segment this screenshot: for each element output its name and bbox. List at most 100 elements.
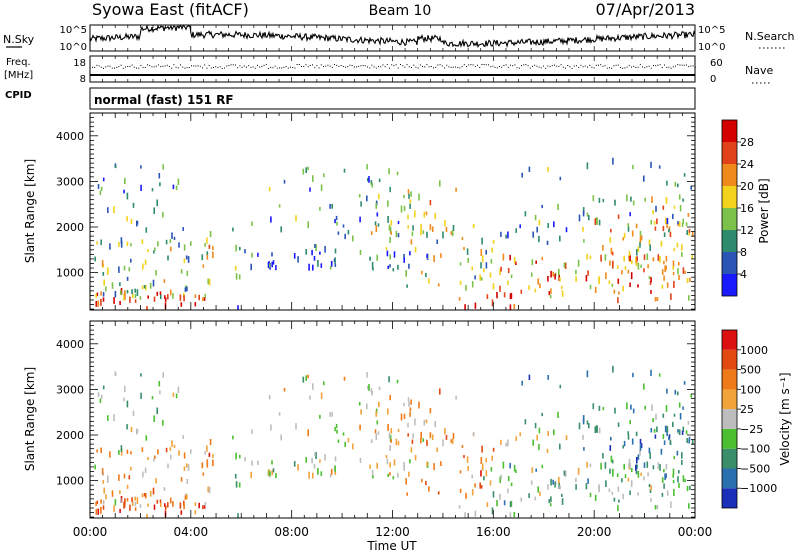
velocity-cell (99, 398, 102, 404)
power-cell (309, 187, 311, 192)
velocity-cell (623, 440, 626, 447)
power-cell (153, 250, 155, 254)
velocity-cell (126, 424, 128, 430)
power-cell (120, 290, 122, 296)
velocity-cell (145, 493, 147, 499)
velocity-cell (612, 470, 614, 477)
power-cell (637, 262, 640, 270)
velocity-cell (616, 473, 619, 477)
velocity-cell (617, 486, 620, 492)
power-cell (621, 270, 623, 275)
velocity-cell (392, 476, 395, 480)
power-cell (681, 222, 684, 227)
power-cell (500, 266, 502, 272)
velocity-cell (293, 461, 296, 467)
velocity-cell (175, 393, 178, 399)
velocity-cell (370, 439, 373, 443)
power-cell (455, 187, 457, 192)
velocity-cell (681, 430, 684, 435)
velocity-cell (164, 503, 166, 507)
power-cell (94, 256, 96, 262)
power-cell (140, 184, 142, 191)
velocity-cell (509, 501, 512, 508)
power-cell (602, 198, 605, 203)
power-cell (114, 164, 117, 169)
power-cell (668, 226, 671, 231)
velocity-cell (257, 460, 259, 465)
power-cell (319, 251, 321, 255)
velocity-cell (609, 445, 612, 451)
velocity-cell (500, 439, 502, 445)
velocity-cell (172, 501, 174, 507)
velocity-cell (147, 457, 149, 460)
velocity-cell (582, 418, 585, 425)
power-cell (547, 167, 549, 172)
power-cell (586, 253, 588, 260)
power-cell (407, 225, 409, 229)
velocity-cell (688, 438, 690, 444)
power-cell (492, 239, 495, 244)
power-cell (396, 171, 399, 176)
velocity-cell (505, 442, 507, 447)
power-cell (105, 286, 107, 292)
velocity-cell (372, 475, 374, 479)
velocity-ylabel: Slant Range [km] (23, 367, 37, 471)
velocity-cell (467, 465, 469, 471)
velocity-cell (611, 459, 614, 464)
velocity-cell (519, 432, 521, 437)
velocity-cell (140, 392, 142, 399)
power-cell (397, 220, 400, 225)
velocity-cell (639, 438, 642, 445)
velocity-cell (588, 423, 590, 429)
power-cell (375, 203, 377, 209)
velocity-cell (652, 418, 654, 423)
power-cell (513, 304, 516, 310)
power-cell (386, 250, 389, 257)
power-cell (367, 178, 369, 182)
power-cell (206, 254, 209, 260)
velocity-cell (375, 411, 377, 417)
velocity-cell (472, 431, 475, 436)
freq-tick-top: 18 (73, 58, 86, 69)
velocity-cell (509, 462, 511, 469)
velocity-cell (180, 477, 183, 482)
velocity-cell (681, 460, 683, 465)
power-cell (244, 249, 246, 254)
power-cell (180, 269, 183, 274)
colorbar-swatch (722, 389, 737, 410)
power-cell (537, 278, 539, 285)
velocity-cell (251, 429, 253, 434)
power-cell (664, 217, 667, 225)
power-cell (100, 186, 103, 191)
velocity-cell (666, 490, 669, 496)
power-cell (466, 248, 469, 255)
velocity-cell (159, 499, 162, 503)
velocity-cell (628, 458, 631, 465)
velocity-cell (559, 384, 562, 389)
velocity-cell (315, 452, 317, 459)
power-cell (639, 236, 642, 243)
power-cell (183, 244, 186, 251)
velocity-cell (178, 450, 180, 456)
velocity-cell (171, 440, 173, 447)
velocity-cell (686, 486, 689, 492)
power-cell (160, 294, 162, 300)
power-cell (387, 200, 389, 207)
power-cell (194, 294, 197, 298)
power-cell (510, 292, 513, 299)
power-cell (629, 212, 631, 217)
power-cell (602, 245, 604, 251)
power-cell (111, 282, 114, 289)
velocity-cell (496, 500, 498, 507)
power-cell (131, 289, 133, 295)
colorbar-swatch (722, 252, 737, 274)
power-cell (207, 278, 209, 285)
velocity-cell (186, 494, 188, 500)
velocity-cell (578, 422, 581, 430)
power-cell (149, 282, 152, 289)
power-cell (422, 230, 425, 234)
velocity-cell (103, 487, 105, 494)
power-cell (113, 206, 115, 214)
velocity-cell (670, 501, 672, 508)
